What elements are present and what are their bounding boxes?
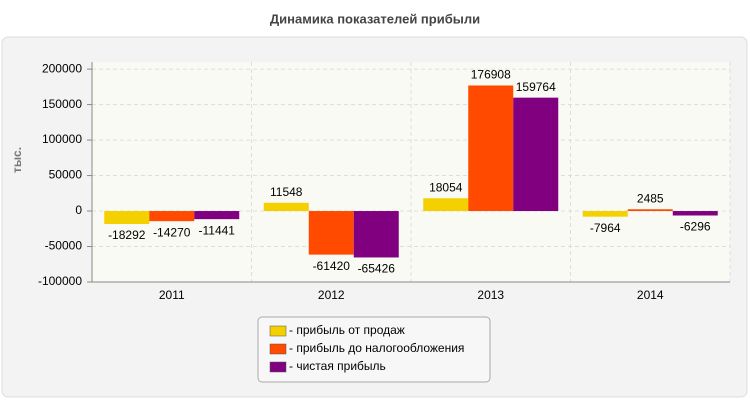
bar [423, 198, 469, 212]
value-label: -11441 [199, 223, 236, 237]
bar [104, 211, 150, 225]
x-tick-label: 2014 [637, 288, 664, 302]
bar [308, 211, 354, 255]
y-tick-label: 0 [75, 203, 82, 217]
y-tick-label: 50000 [49, 168, 83, 182]
x-tick-label: 2011 [159, 288, 185, 302]
bar [513, 97, 559, 212]
legend [257, 316, 491, 383]
value-label: -14270 [153, 225, 191, 239]
value-label: -7964 [590, 221, 621, 235]
legend-label: - чистая прибыль [289, 359, 386, 373]
legend-label: - прибыль от продаж [289, 323, 405, 337]
value-label: 18054 [429, 180, 463, 194]
x-tick-label: 2012 [318, 288, 345, 302]
bar [627, 209, 673, 212]
plot-area [92, 62, 730, 282]
x-tick-label: 2013 [477, 288, 504, 302]
y-tick-label: 100000 [42, 132, 82, 146]
value-label: 176908 [471, 68, 511, 82]
legend-label: - прибыль до налогообложения [289, 341, 464, 355]
y-tick-label: -100000 [38, 274, 82, 288]
bar [672, 211, 718, 216]
value-label: 2485 [637, 191, 664, 205]
bar [194, 211, 240, 220]
bar [582, 211, 628, 217]
legend-swatch [269, 325, 287, 337]
chart-title: Динамика показателей прибыли [270, 11, 480, 26]
value-label: -18292 [108, 228, 146, 242]
value-label: 159764 [516, 80, 556, 94]
value-label: -6296 [680, 220, 711, 234]
y-tick-label: -50000 [45, 239, 83, 253]
value-label: -61420 [313, 259, 351, 273]
bar [468, 85, 514, 212]
legend-swatch [269, 361, 287, 373]
y-tick-label: 200000 [42, 61, 82, 75]
value-label: -65426 [358, 262, 396, 276]
y-axis-label: тыс. [10, 147, 24, 173]
bar [149, 211, 195, 222]
bar [263, 202, 309, 212]
bar [353, 211, 399, 258]
value-label: 11548 [270, 185, 303, 199]
legend-swatch [269, 343, 287, 355]
y-tick-label: 150000 [42, 97, 82, 111]
